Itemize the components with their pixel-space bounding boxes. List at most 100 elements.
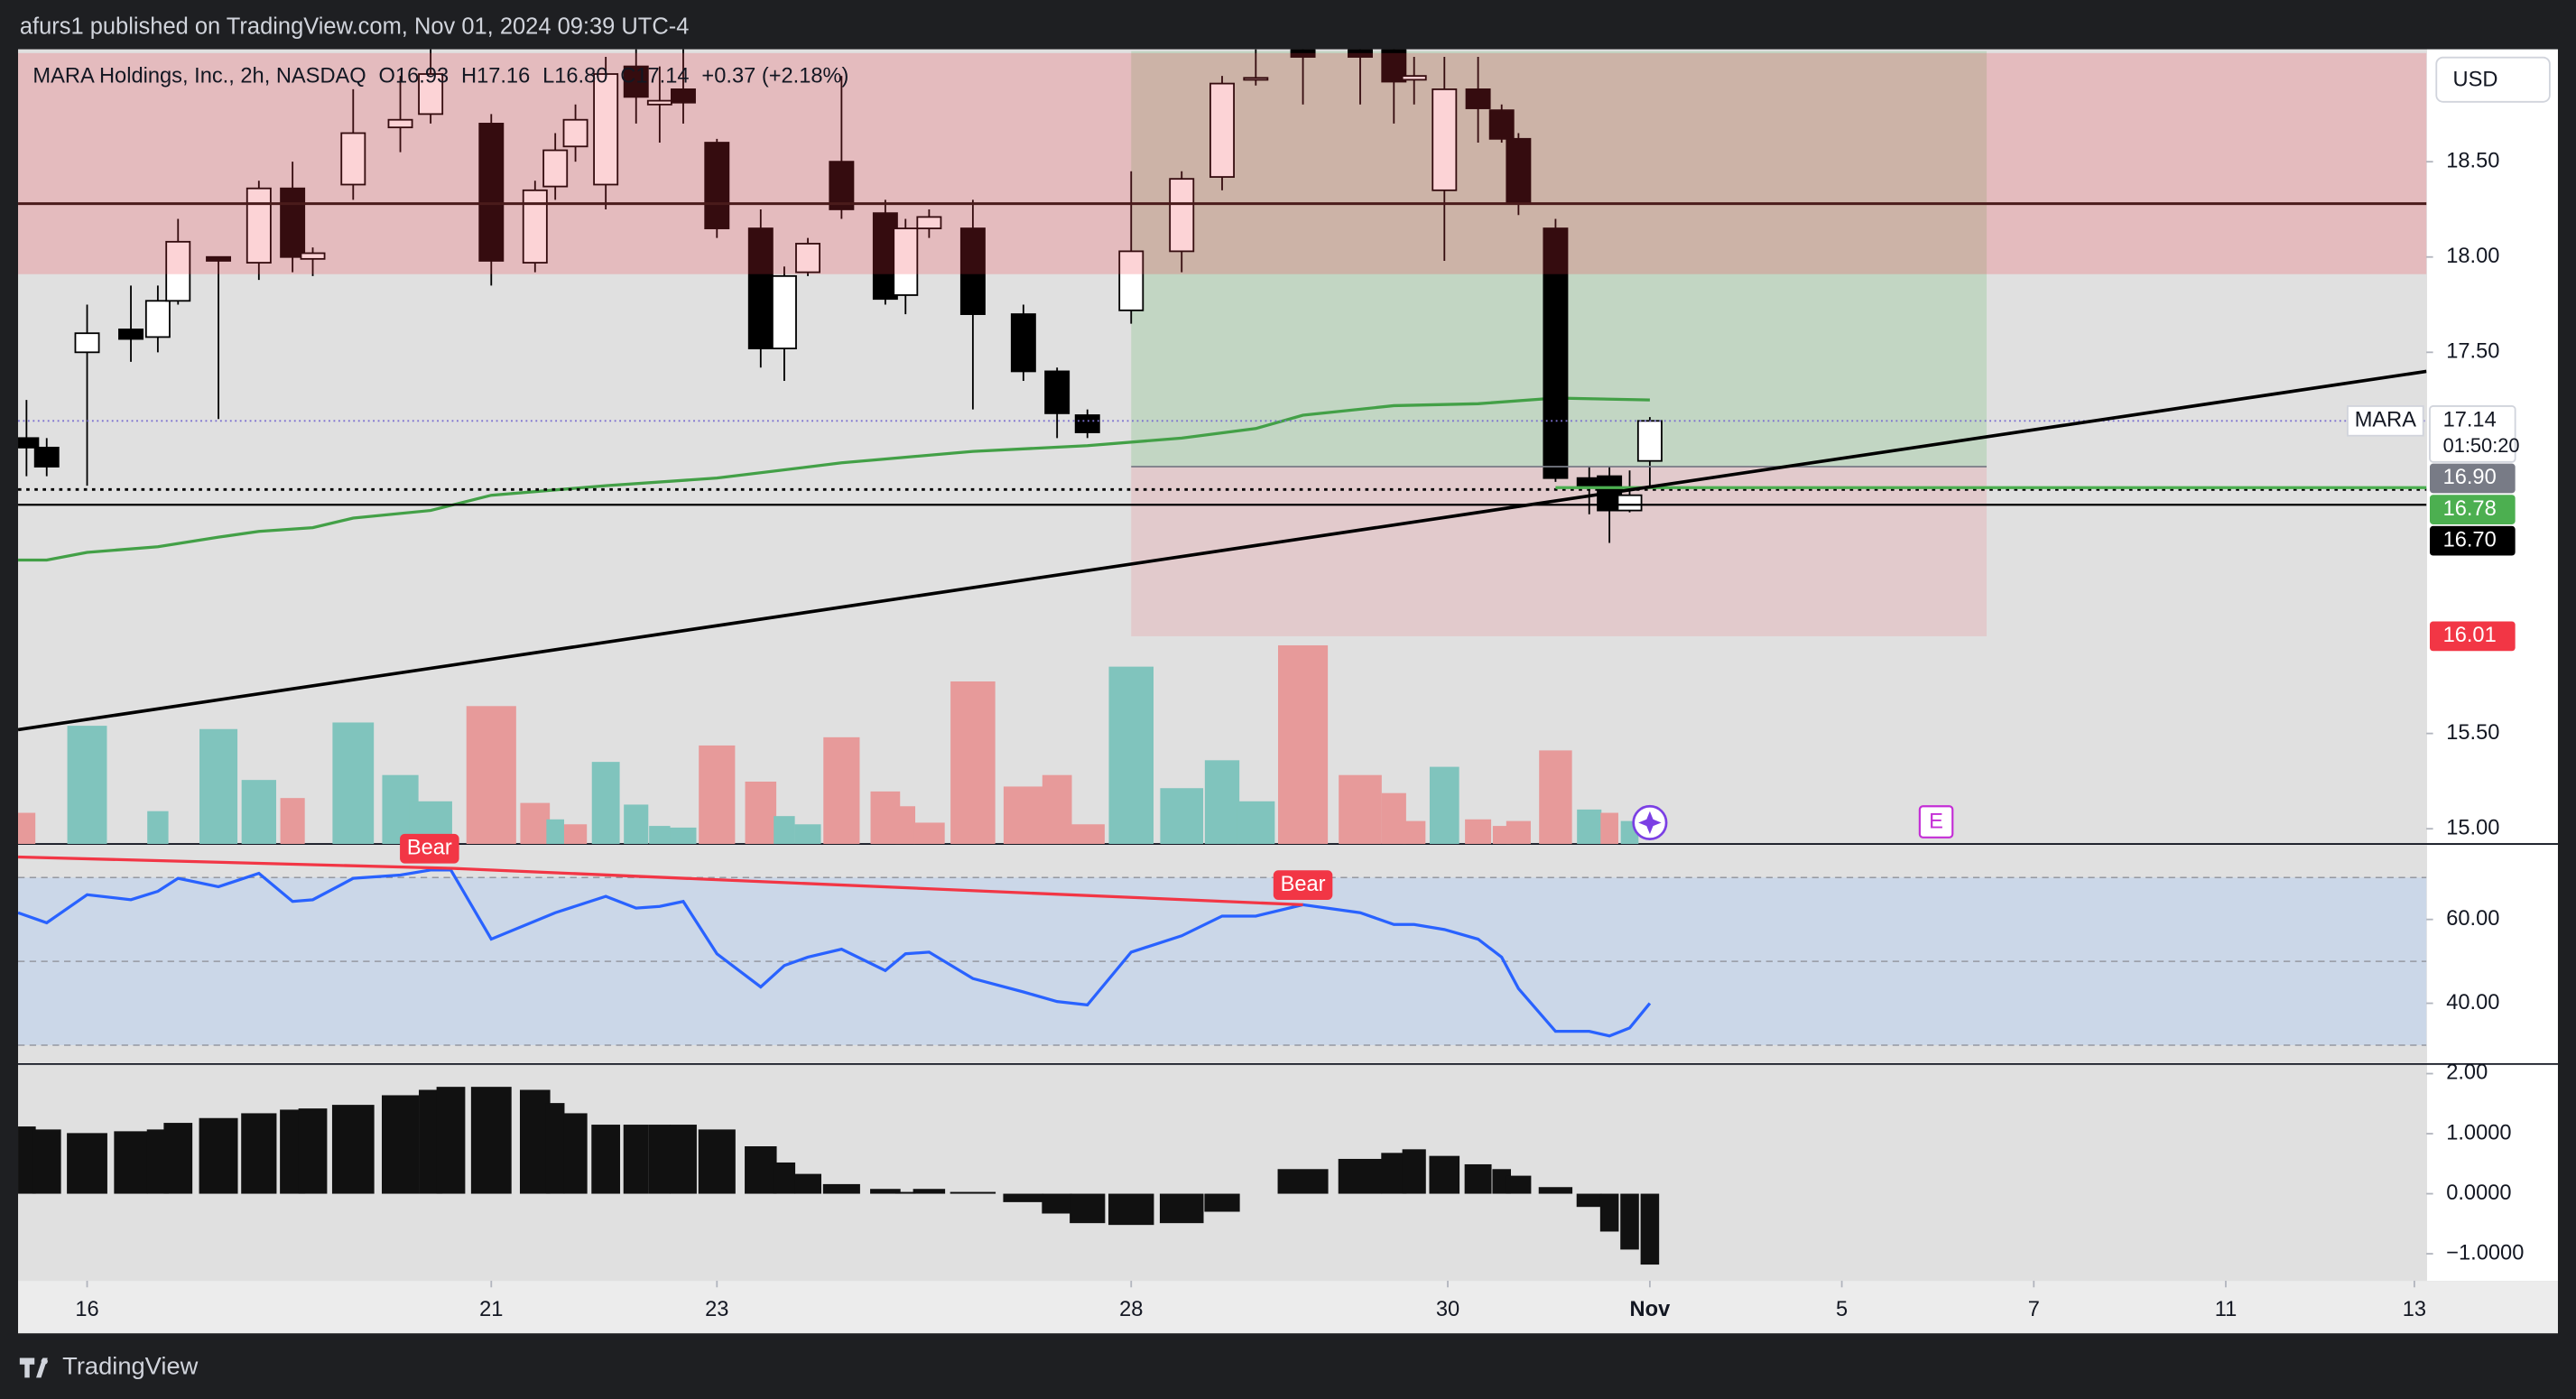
volume-bar [1003, 786, 1043, 845]
histogram-bar [1464, 1163, 1492, 1194]
price-label: 16.70 [2443, 528, 2497, 551]
candle-body [1617, 494, 1643, 512]
legend: MARA Holdings, Inc., 2h, NASDAQ O16.93 H… [32, 65, 848, 88]
earnings-marker[interactable] [1918, 805, 1954, 838]
histogram-bar [698, 1129, 736, 1194]
volume-bar [745, 781, 777, 845]
histogram-bar [470, 1087, 512, 1194]
legend-close: C17.14 [620, 65, 689, 88]
chart-area [18, 49, 2427, 1282]
candle-body [916, 216, 942, 229]
candle-body [893, 227, 919, 296]
histogram-bar [519, 1089, 551, 1194]
histogram-bar [114, 1131, 148, 1194]
candle-body [747, 227, 774, 350]
histogram-bar [1003, 1193, 1044, 1202]
volume-bar [1506, 820, 1531, 845]
price-label-box [2430, 621, 2516, 652]
x-tick-label: 16 [75, 1298, 98, 1321]
histogram-bar [1338, 1158, 1383, 1194]
histogram-bar [1640, 1193, 1660, 1265]
volume-bar [1465, 819, 1492, 845]
currency[interactable]: USD [2452, 68, 2497, 91]
volume-bar [520, 802, 551, 845]
legend-high: H17.16 [461, 65, 530, 88]
histogram-bar [1576, 1193, 1602, 1208]
histogram-bar [18, 1126, 36, 1194]
candle-body [959, 227, 986, 315]
candle-body [795, 243, 821, 273]
candle-body [387, 118, 413, 129]
x-tick-label: 7 [2028, 1298, 2040, 1321]
candle-body [33, 446, 60, 468]
candle-body [1636, 420, 1663, 462]
y-tick-label: 18.50 [2446, 149, 2499, 172]
volume-bar [670, 827, 697, 845]
y-tick-label: 18.00 [2446, 245, 2499, 268]
volume-bar [563, 824, 588, 845]
volume-bar [1070, 824, 1105, 845]
price-pane [18, 49, 2427, 845]
y-tick-label: 1.0000 [2446, 1121, 2511, 1144]
y-tick-label: 40.00 [2446, 991, 2499, 1015]
candle-body [1209, 82, 1235, 178]
divergence-line [18, 855, 451, 870]
histogram-bar [32, 1129, 61, 1194]
histogram-bar [381, 1095, 420, 1194]
volume-bar [18, 812, 36, 845]
y-tick-label: 15.50 [2446, 721, 2499, 745]
candle-body [300, 252, 326, 260]
candle-body [340, 132, 366, 186]
volume-bar [774, 816, 795, 845]
histogram-bar [670, 1125, 697, 1194]
candle-body [1543, 227, 1569, 479]
histogram-bar [773, 1162, 796, 1194]
price-label: 17.14 [2443, 409, 2497, 432]
volume-bar [1600, 812, 1618, 845]
candle-body [246, 187, 272, 264]
brand-logo [19, 1357, 48, 1378]
histogram-bar [436, 1087, 466, 1194]
histogram-bar [331, 1105, 375, 1194]
candle-body [18, 437, 40, 449]
histogram-bar [1429, 1155, 1460, 1194]
volume-bar [1204, 760, 1240, 845]
candle-body [418, 73, 444, 116]
x-tick-label: 23 [705, 1298, 728, 1321]
y-tick-label: 15.00 [2446, 816, 2499, 839]
y-tick-label: −1.0000 [2446, 1241, 2524, 1265]
histogram-bar [895, 1191, 916, 1194]
histogram-bar [591, 1125, 621, 1194]
histogram-bar [241, 1113, 277, 1194]
volume-bar [591, 762, 620, 845]
legend-low: L16.80 [542, 65, 607, 88]
histogram-bar [1204, 1193, 1240, 1212]
histogram-bar [1506, 1175, 1532, 1194]
histogram-bar [1108, 1193, 1154, 1226]
volume-bar [466, 706, 516, 845]
divergence-label-box [1273, 870, 1333, 900]
currency-button[interactable] [2435, 56, 2551, 103]
volume-bar [870, 791, 901, 845]
candle-body [1010, 313, 1036, 373]
candle-body [478, 123, 505, 262]
histogram-bar [623, 1125, 649, 1194]
histogram-bar [794, 1173, 821, 1194]
histogram-bar [1277, 1169, 1329, 1194]
histogram-bar [1159, 1193, 1204, 1224]
volume-bar [913, 822, 945, 845]
volume-bar [794, 824, 821, 845]
volume-bar [1492, 826, 1511, 845]
candle-body [206, 255, 232, 262]
candle-body [593, 73, 619, 186]
candle-body [829, 161, 855, 210]
histogram-bar [1538, 1187, 1573, 1194]
volume-bar [1381, 792, 1406, 845]
moving-average [18, 396, 1650, 562]
histogram-bar [67, 1133, 107, 1194]
histogram-bar [563, 1113, 588, 1194]
candle-body [1290, 49, 1316, 58]
volume-bar [1278, 644, 1329, 845]
y-tick-label: 60.00 [2446, 907, 2499, 931]
divergence-label: Bear [1281, 873, 1326, 896]
